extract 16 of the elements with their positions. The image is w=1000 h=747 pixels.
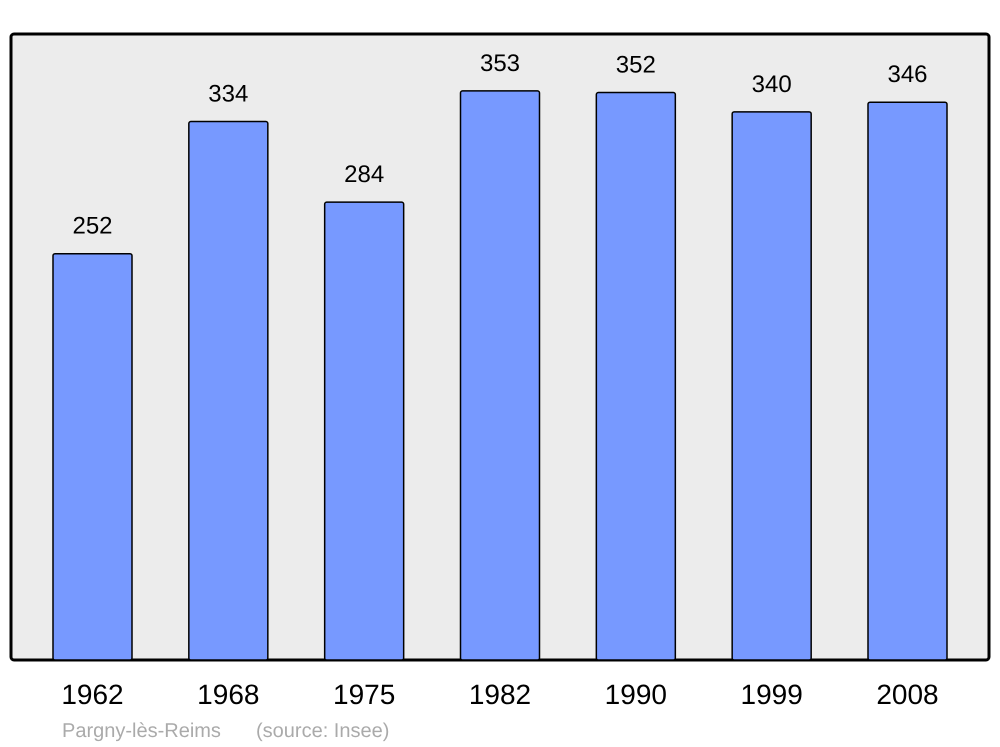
x-tick-label: 1999 [740, 679, 803, 710]
x-tick-label: 1982 [468, 679, 532, 710]
data-label: 352 [616, 52, 656, 79]
data-label: 284 [344, 161, 384, 188]
x-tick-label: 1975 [333, 679, 396, 710]
x-tick-label: 1962 [61, 679, 124, 710]
data-label: 340 [752, 70, 792, 98]
x-tick-label: 1990 [604, 679, 667, 710]
data-label: 346 [887, 61, 928, 88]
x-tick-label: 1968 [197, 679, 260, 710]
data-label: 252 [72, 212, 113, 240]
data-label: 334 [208, 80, 248, 108]
data-label: 353 [480, 50, 520, 77]
text: Pargny-lès-Reims [62, 720, 221, 742]
text: (source: Insee) [256, 720, 390, 742]
x-tick-label: 2008 [876, 679, 939, 710]
